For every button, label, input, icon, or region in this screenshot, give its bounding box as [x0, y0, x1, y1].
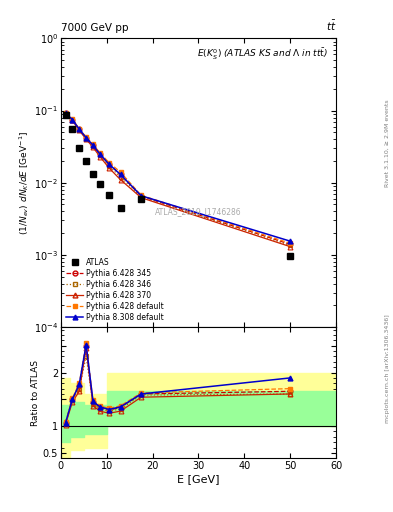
- Text: $E(K_S^0)$ (ATLAS KS and $\Lambda$ in tt$\bar{\rm t}$): $E(K_S^0)$ (ATLAS KS and $\Lambda$ in tt…: [197, 47, 328, 62]
- Y-axis label: Ratio to ATLAS: Ratio to ATLAS: [31, 359, 40, 425]
- Legend: ATLAS, Pythia 6.428 345, Pythia 6.428 346, Pythia 6.428 370, Pythia 6.428 defaul: ATLAS, Pythia 6.428 345, Pythia 6.428 34…: [65, 257, 165, 323]
- Text: 7000 GeV pp: 7000 GeV pp: [61, 23, 129, 33]
- Text: $t\bar{t}$: $t\bar{t}$: [325, 19, 336, 33]
- Y-axis label: $(1/N_{ev})\ dN_K/dE\ [\mathrm{GeV}^{-1}]$: $(1/N_{ev})\ dN_K/dE\ [\mathrm{GeV}^{-1}…: [17, 131, 31, 234]
- Text: ATLAS_2019_I1746286: ATLAS_2019_I1746286: [155, 207, 242, 216]
- Text: Rivet 3.1.10, ≥ 2.9M events: Rivet 3.1.10, ≥ 2.9M events: [385, 99, 390, 187]
- X-axis label: E [GeV]: E [GeV]: [177, 474, 220, 484]
- Text: mcplots.cern.ch [arXiv:1306.3436]: mcplots.cern.ch [arXiv:1306.3436]: [385, 314, 390, 423]
